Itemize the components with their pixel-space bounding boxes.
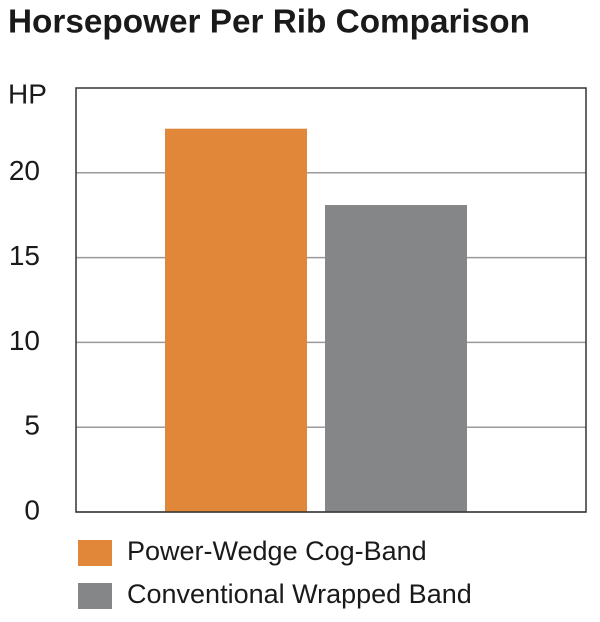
y-axis-label: HP [8,78,47,109]
legend-label: Power-Wedge Cog-Band [127,536,427,566]
y-tick-label: 5 [24,410,40,441]
y-tick-label: 0 [24,494,40,525]
y-tick-label: 15 [9,240,40,271]
y-tick-label: 10 [9,325,40,356]
chart-title: Horsepower Per Rib Comparison [8,3,530,40]
legend-swatch [78,540,112,566]
legend-swatch [78,583,112,609]
bar [165,128,307,513]
y-tick-label: 20 [9,155,40,186]
plot-frame [75,87,587,513]
bar [325,205,467,513]
legend-label: Conventional Wrapped Band [127,579,472,609]
